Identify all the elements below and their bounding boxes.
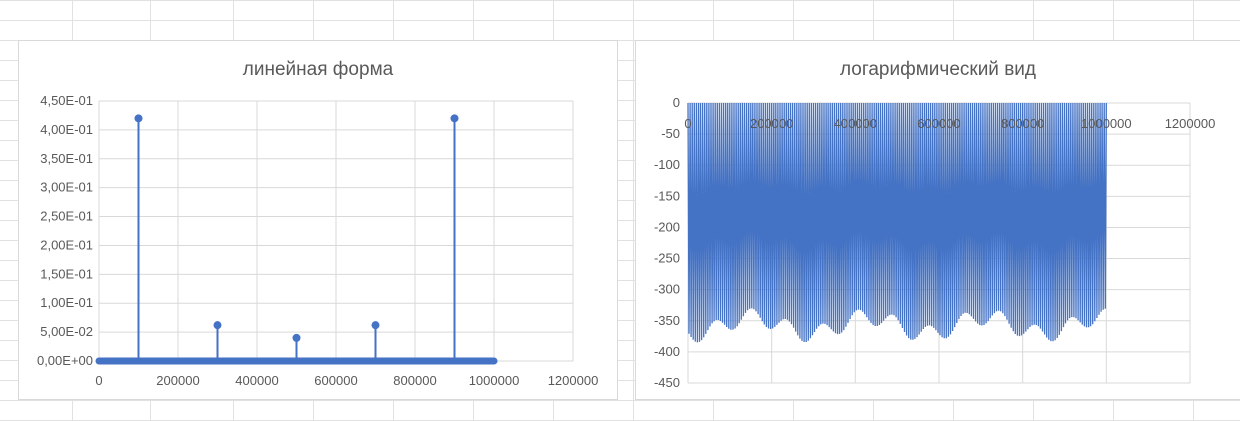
peak-point bbox=[371, 321, 380, 330]
y-tick-label: -450 bbox=[654, 375, 680, 390]
linear-chart[interactable]: линейная форма 0,00E+00 5,00E-02 1,00E-01 1… bbox=[18, 40, 618, 400]
peak-point bbox=[292, 333, 301, 342]
peak-point bbox=[213, 321, 222, 330]
y-tick-label: 1,00E-01 bbox=[40, 295, 93, 310]
y-tick-label: 0 bbox=[673, 95, 680, 110]
x-tick-label: 1200000 bbox=[1165, 116, 1216, 131]
y-tick-label: 3,50E-01 bbox=[40, 151, 93, 166]
peak-point bbox=[450, 114, 459, 123]
y-tick-label: 0,00E+00 bbox=[37, 353, 93, 368]
y-tick-label: -300 bbox=[654, 282, 680, 297]
y-tick-label: -100 bbox=[654, 157, 680, 172]
x-tick-label: 200000 bbox=[156, 373, 199, 388]
log-series-line bbox=[687, 102, 1107, 343]
y-tick-label: -150 bbox=[654, 188, 680, 203]
y-tick-label: 2,50E-01 bbox=[40, 209, 93, 224]
y-tick-label: -400 bbox=[654, 344, 680, 359]
log-chart-plot: 0 -50 -100 -150 -200 -250 -300 -350 -400 -450 0 200… bbox=[654, 95, 1216, 390]
y-tick-label: 2,00E-01 bbox=[40, 237, 93, 252]
x-tick-label: 800000 bbox=[1001, 116, 1044, 131]
x-tick-label: 0 bbox=[684, 116, 691, 131]
x-tick-label: 400000 bbox=[834, 116, 877, 131]
y-tick-label: -250 bbox=[654, 251, 680, 266]
x-tick-label: 1000000 bbox=[1081, 116, 1132, 131]
x-tick-label: 600000 bbox=[917, 116, 960, 131]
y-tick-label: -50 bbox=[661, 126, 680, 141]
y-tick-label: 3,00E-01 bbox=[40, 180, 93, 195]
x-tick-label: 0 bbox=[95, 373, 102, 388]
log-chart[interactable]: логарифмический вид 0 -50 -100 -150 -200 -250… bbox=[635, 40, 1240, 400]
y-tick-label: -350 bbox=[654, 313, 680, 328]
peak-point bbox=[134, 114, 143, 123]
x-tick-label: 800000 bbox=[393, 373, 436, 388]
x-tick-label: 1000000 bbox=[469, 373, 520, 388]
x-tick-label: 200000 bbox=[750, 116, 793, 131]
y-tick-label: -200 bbox=[654, 219, 680, 234]
y-tick-label: 4,00E-01 bbox=[40, 122, 93, 137]
y-tick-label: 1,50E-01 bbox=[40, 266, 93, 281]
x-tick-label: 400000 bbox=[235, 373, 278, 388]
linear-chart-title: линейная форма bbox=[242, 59, 394, 80]
y-tick-label: 5,00E-02 bbox=[40, 324, 93, 339]
x-tick-label: 600000 bbox=[314, 373, 357, 388]
linear-chart-plot: 0,00E+00 5,00E-02 1,00E-01 1,50E-01 2,00E-01… bbox=[37, 93, 599, 388]
log-chart-title: логарифмический вид bbox=[839, 59, 1036, 80]
x-tick-label: 1200000 bbox=[548, 373, 599, 388]
y-tick-label: 4,50E-01 bbox=[40, 93, 93, 108]
